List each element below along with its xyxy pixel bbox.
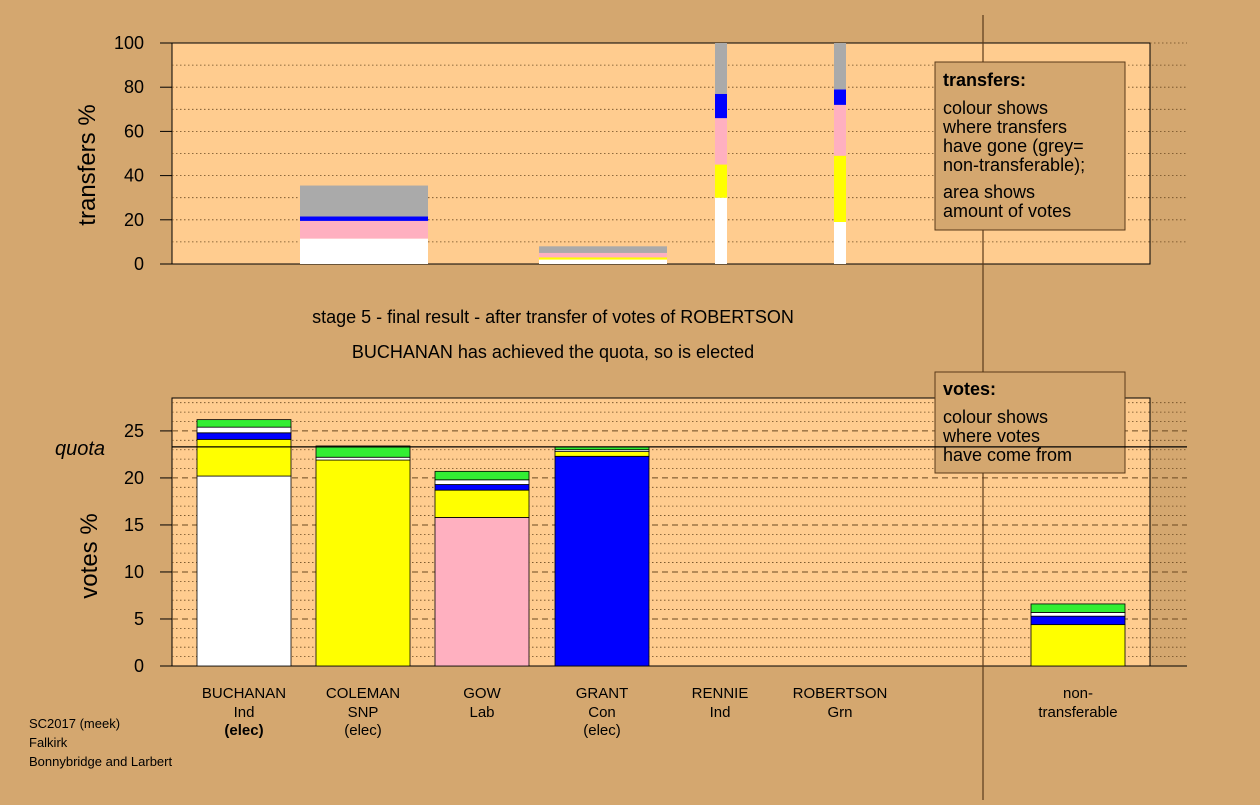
candidate-name: GOW bbox=[463, 685, 501, 702]
transfer-segment-robertson bbox=[834, 155, 846, 223]
vote-segment-non bbox=[1030, 612, 1126, 617]
credit-line-1: SC2017 (meek) bbox=[29, 716, 120, 731]
votes-y-axis-label: votes % bbox=[76, 513, 103, 598]
votes-y-tick-label: 0 bbox=[134, 656, 144, 676]
vote-segment-gow bbox=[434, 489, 530, 518]
transfer-segment-robertson bbox=[834, 104, 846, 156]
vote-segment-non bbox=[1030, 624, 1126, 667]
vote-segment-coleman bbox=[315, 456, 411, 461]
vote-segment-buchanan bbox=[196, 432, 292, 440]
vote-segment-gow bbox=[434, 484, 530, 491]
votes-y-tick-label: 15 bbox=[124, 515, 144, 535]
vote-segment-gow bbox=[434, 517, 530, 667]
transfer-segment-grant bbox=[539, 259, 667, 264]
candidate-party: SNP bbox=[348, 704, 379, 721]
transfer-segment-buchanan bbox=[300, 185, 428, 217]
candidate-name: COLEMAN bbox=[326, 685, 400, 702]
candidate-status: (elec) bbox=[344, 722, 382, 739]
vote-segment-buchanan bbox=[196, 419, 292, 428]
vote-segment-buchanan bbox=[196, 438, 292, 477]
vote-segment-buchanan bbox=[196, 426, 292, 434]
transfers-legend-line-1: colour shows bbox=[943, 98, 1048, 118]
transfers-y-tick-label: 40 bbox=[124, 166, 144, 186]
transfers-legend-line-6: amount of votes bbox=[943, 201, 1071, 221]
candidate-party: Ind bbox=[234, 704, 255, 721]
candidate-name: ROBERTSON bbox=[793, 685, 888, 702]
vote-segment-buchanan bbox=[196, 475, 292, 667]
transfers-legend-line-3: have gone (grey= bbox=[943, 136, 1084, 156]
credit-line-3: Bonnybridge and Larbert bbox=[29, 754, 172, 769]
vote-segment-non bbox=[1030, 603, 1126, 613]
transfers-bars bbox=[300, 43, 846, 264]
transfer-segment-buchanan bbox=[300, 216, 428, 221]
transfer-segment-rennie bbox=[715, 43, 727, 94]
candidate-status: (elec) bbox=[224, 722, 263, 739]
candidate-status: (elec) bbox=[583, 722, 621, 739]
candidate-name: RENNIE bbox=[692, 685, 749, 702]
transfers-y-axis-label: transfers % bbox=[74, 104, 101, 225]
votes-legend-line-3: have come from bbox=[943, 445, 1072, 465]
credit-line-2: Falkirk bbox=[29, 735, 68, 750]
vote-segment-non bbox=[1030, 615, 1126, 626]
votes-y-tick-label: 20 bbox=[124, 468, 144, 488]
transfer-segment-robertson bbox=[834, 222, 846, 264]
votes-legend-title: votes: bbox=[943, 379, 996, 399]
vote-segment-gow bbox=[434, 470, 530, 481]
candidate-party: Grn bbox=[827, 704, 852, 721]
candidate-party: transferable bbox=[1038, 704, 1117, 721]
transfer-segment-rennie bbox=[715, 118, 727, 165]
stage-title: stage 5 - final result - after transfer … bbox=[312, 307, 794, 327]
transfer-segment-rennie bbox=[715, 197, 727, 264]
votes-y-tick-label: 5 bbox=[134, 609, 144, 629]
transfers-legend-line-4: non-transferable); bbox=[943, 155, 1085, 175]
transfers-legend: transfers: colour shows where transfers … bbox=[934, 61, 1126, 231]
transfer-segment-buchanan bbox=[300, 238, 428, 264]
transfer-segment-robertson bbox=[834, 89, 846, 105]
candidate-name: non- bbox=[1063, 685, 1093, 702]
transfers-legend-line-5: area shows bbox=[943, 182, 1035, 202]
candidate-party: Ind bbox=[710, 704, 731, 721]
votes-y-tick-label: 25 bbox=[124, 421, 144, 441]
vote-segment-gow bbox=[434, 479, 530, 485]
votes-bars bbox=[196, 419, 1126, 667]
transfers-y-ticks: 0 20 40 60 80 100 bbox=[114, 33, 172, 274]
candidate-name: BUCHANAN bbox=[202, 685, 286, 702]
transfers-y-tick-label: 20 bbox=[124, 210, 144, 230]
candidate-party: Con bbox=[588, 704, 616, 721]
transfers-y-tick-label: 100 bbox=[114, 33, 144, 53]
quota-label: quota bbox=[55, 438, 105, 460]
transfer-segment-rennie bbox=[715, 93, 727, 119]
vote-segment-coleman bbox=[315, 459, 411, 667]
transfer-segment-grant bbox=[539, 252, 667, 258]
transfers-y-tick-label: 80 bbox=[124, 77, 144, 97]
transfer-segment-buchanan bbox=[300, 220, 428, 239]
votes-legend-line-1: colour shows bbox=[943, 407, 1048, 427]
vote-segment-coleman bbox=[315, 445, 411, 458]
candidate-labels: BUCHANANInd(elec)COLEMANSNP(elec)GOWLabG… bbox=[202, 685, 1118, 739]
votes-legend: votes: colour shows where votes have com… bbox=[934, 371, 1126, 474]
transfers-legend-title: transfers: bbox=[943, 70, 1026, 90]
candidate-party: Lab bbox=[469, 704, 494, 721]
votes-y-tick-label: 10 bbox=[124, 562, 144, 582]
vote-segment-grant bbox=[554, 455, 650, 667]
votes-legend-line-2: where votes bbox=[942, 426, 1040, 446]
transfers-y-tick-label: 0 bbox=[134, 254, 144, 274]
vote-segment-grant bbox=[554, 451, 650, 457]
transfers-y-tick-label: 60 bbox=[124, 121, 144, 141]
candidate-name: GRANT bbox=[576, 685, 629, 702]
transfer-segment-rennie bbox=[715, 164, 727, 198]
transfers-legend-line-2: where transfers bbox=[942, 117, 1067, 137]
transfer-segment-grant bbox=[539, 257, 667, 260]
stage-subtitle: BUCHANAN has achieved the quota, so is e… bbox=[352, 342, 754, 362]
transfer-segment-grant bbox=[539, 246, 667, 253]
transfer-segment-robertson bbox=[834, 43, 846, 90]
votes-y-ticks: 0 5 10 15 20 25 bbox=[124, 421, 172, 676]
